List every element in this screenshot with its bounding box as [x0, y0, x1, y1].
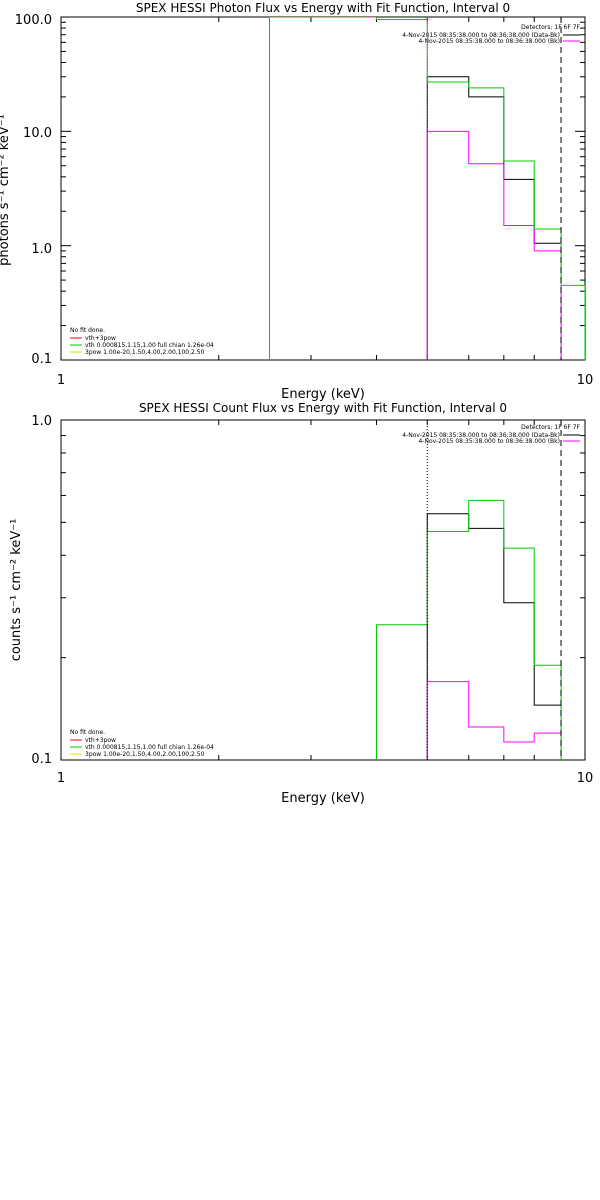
legend-right-bk: 4-Nov-2015 08:35:38.000 to 08:36:38.000 … — [418, 438, 560, 445]
legend-right-data-bk: 4-Nov-2015 08:35:38.000 to 08:36:38.000 … — [402, 432, 560, 439]
legend-right-bk: 4-Nov-2015 08:35:38.000 to 08:36:38.000 … — [418, 38, 560, 45]
y-tick-label-0.1: 0.1 — [31, 752, 52, 767]
photon-flux-panel: SPEX HESSI Photon Flux vs Energy with Fi… — [0, 1, 593, 402]
chart-title: SPEX HESSI Count Flux vs Energy with Fit… — [139, 401, 507, 415]
series-bk-histogram — [426, 681, 562, 760]
legend-left-model: vth+3pow — [85, 335, 116, 342]
legend-left-3pow: 3pow 1.00e-20,1.50,4.00,2.00,100,2.50 — [85, 751, 205, 758]
x-tick-label-10: 10 — [577, 373, 594, 388]
y-axis-label: photons s⁻¹ cm⁻² keV⁻¹ — [0, 114, 12, 266]
y-tick-label-1.0: 1.0 — [31, 242, 52, 257]
y-tick-label-10.0: 10.0 — [23, 126, 52, 141]
legend-left-vth: vth 0.000815,1.15,1.00 full chian 1.26e-… — [85, 342, 214, 349]
x-tick-label-1: 1 — [57, 373, 65, 388]
count-flux-panel: SPEX HESSI Count Flux vs Energy with Fit… — [9, 401, 593, 806]
legend-left-status: No fit done. — [70, 327, 105, 334]
legend-left-model: vth+3pow — [85, 737, 116, 744]
x-tick-label-1: 1 — [57, 771, 65, 786]
legend-left-vth: vth 0.000815,1.15,1.00 full chian 1.26e-… — [85, 744, 214, 751]
y-tick-label-100.0: 100.0 — [15, 13, 52, 28]
legend-right-data-bk: 4-Nov-2015 08:35:38.000 to 08:36:38.000 … — [402, 32, 560, 39]
legend-left-3pow: 3pow 1.00e-20,1.50,4.00,2.00,100,2.50 — [85, 349, 205, 356]
legend-left-status: No fit done. — [70, 729, 105, 736]
chart-title: SPEX HESSI Photon Flux vs Energy with Fi… — [136, 1, 510, 15]
detectors-label: Detectors: 1F 6F 7F — [521, 24, 580, 31]
plot-frame — [60, 419, 586, 761]
y-axis-label: counts s⁻¹ cm⁻² keV⁻¹ — [9, 519, 24, 662]
y-tick-label-0.1: 0.1 — [31, 352, 52, 367]
y-tick-label-1.0: 1.0 — [31, 414, 52, 429]
x-axis-label: Energy (keV) — [281, 791, 365, 806]
x-tick-label-10: 10 — [577, 771, 594, 786]
series-data-bk-histogram — [426, 513, 562, 760]
series-bk-histogram — [426, 130, 562, 360]
series-fit-histogram — [375, 499, 562, 760]
x-axis-label: Energy (keV) — [281, 387, 365, 402]
detectors-label: Detectors: 1F 6F 7F — [521, 424, 580, 431]
